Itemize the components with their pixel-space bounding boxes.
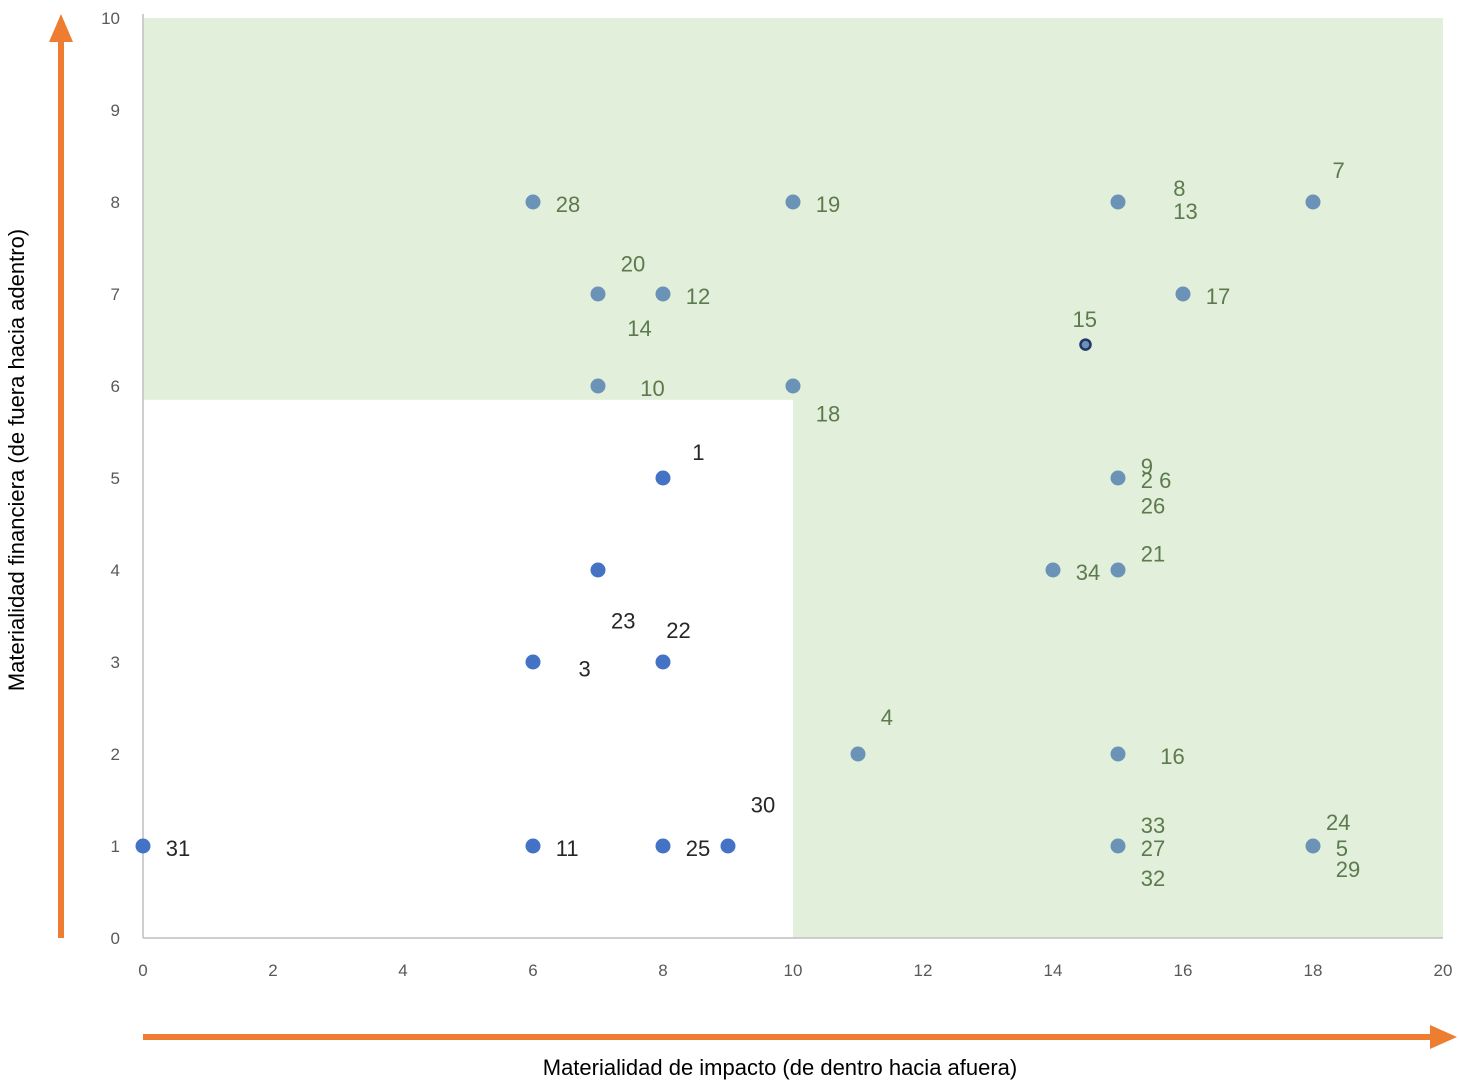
data-point [1305, 194, 1321, 210]
point-label: 12 [686, 284, 710, 309]
point-label: 11 [556, 836, 579, 861]
point-label: 1 [692, 440, 704, 465]
x-tick-label: 16 [1174, 961, 1193, 980]
point-label: 14 [627, 316, 651, 341]
y-axis-arrow [49, 14, 73, 938]
point-label: 33 [1141, 813, 1165, 838]
data-point [785, 378, 801, 394]
y-tick-label: 8 [111, 193, 120, 212]
point-label: 28 [556, 192, 580, 217]
point-label: 3 [579, 656, 591, 681]
data-point [655, 838, 671, 854]
y-tick-label: 3 [111, 653, 120, 672]
data-point [655, 470, 671, 486]
x-axis-title: Materialidad de impacto (de dentro hacia… [543, 1055, 1018, 1080]
y-axis-title: Materialidad financiera (de fuera hacia … [4, 229, 29, 691]
y-tick-label: 9 [111, 101, 120, 120]
x-tick-label: 0 [138, 961, 147, 980]
data-point [135, 838, 151, 854]
x-tick-label: 18 [1304, 961, 1323, 980]
point-label: 20 [621, 252, 645, 277]
y-tick-label: 5 [111, 469, 120, 488]
x-tick-label: 6 [528, 961, 537, 980]
point-label: 30 [751, 793, 775, 818]
point-label: 15 [1073, 307, 1097, 332]
plot-axes [142, 14, 1443, 939]
x-tick-label: 14 [1044, 961, 1063, 980]
y-tick-label: 1 [111, 837, 120, 856]
point-label: 34 [1076, 560, 1100, 585]
y-tick-label: 4 [111, 561, 120, 580]
point-label: 24 [1326, 810, 1350, 835]
point-label: 23 [611, 609, 635, 634]
data-point [655, 286, 671, 302]
point-label: 31 [166, 836, 190, 861]
point-label: 29 [1336, 857, 1360, 882]
data-point [525, 194, 541, 210]
data-point [1110, 746, 1126, 762]
point-label: 2 6 [1141, 468, 1172, 493]
data-point [1110, 470, 1126, 486]
data-point [590, 562, 606, 578]
data-point [1110, 194, 1126, 210]
data-point [525, 654, 541, 670]
y-tick-label: 2 [111, 745, 120, 764]
point-label: 19 [816, 192, 840, 217]
y-tick-label: 10 [101, 9, 120, 28]
data-point [655, 654, 671, 670]
x-axis-arrow [143, 1025, 1457, 1049]
data-point [1305, 838, 1321, 854]
y-tick-label: 7 [111, 285, 120, 304]
x-tick-label: 2 [268, 961, 277, 980]
highlight-regions [143, 18, 1443, 938]
point-label: 7 [1333, 158, 1345, 183]
point-label: 32 [1141, 866, 1165, 891]
x-tick-label: 20 [1434, 961, 1453, 980]
x-tick-label: 8 [658, 961, 667, 980]
data-point [720, 838, 736, 854]
data-point [525, 838, 541, 854]
highlight-region-0 [143, 18, 793, 400]
point-label: 10 [640, 376, 664, 401]
point-label: 25 [686, 836, 710, 861]
point-label: 17 [1206, 284, 1230, 309]
data-point [1175, 286, 1191, 302]
data-point [785, 194, 801, 210]
data-point [1110, 838, 1126, 854]
data-points [135, 194, 1321, 854]
point-label: 8 [1173, 176, 1185, 201]
x-tick-label: 4 [398, 961, 407, 980]
point-label: 4 [881, 705, 893, 730]
point-label: 26 [1141, 494, 1165, 519]
data-point [590, 378, 606, 394]
point-label: 18 [816, 402, 840, 427]
point-label: 16 [1160, 744, 1184, 769]
x-tick-labels: 0 2 4 6 8 10 12 14 16 18 20 [138, 961, 1452, 980]
y-tick-label: 6 [111, 377, 120, 396]
point-label: 5 [1336, 836, 1348, 861]
data-point [1110, 562, 1126, 578]
y-tick-label: 0 [111, 929, 120, 948]
data-point [1045, 562, 1061, 578]
y-tick-labels: 0 1 2 3 4 5 6 7 8 9 10 [101, 9, 120, 948]
data-point [850, 746, 866, 762]
point-label: 21 [1141, 541, 1165, 566]
point-label: 22 [666, 618, 690, 643]
data-point [590, 286, 606, 302]
point-label: 13 [1173, 199, 1197, 224]
x-tick-label: 12 [914, 961, 933, 980]
data-point [1079, 338, 1092, 351]
point-label: 27 [1141, 836, 1165, 861]
x-tick-label: 10 [784, 961, 803, 980]
point-label: 9 [1141, 454, 1153, 479]
